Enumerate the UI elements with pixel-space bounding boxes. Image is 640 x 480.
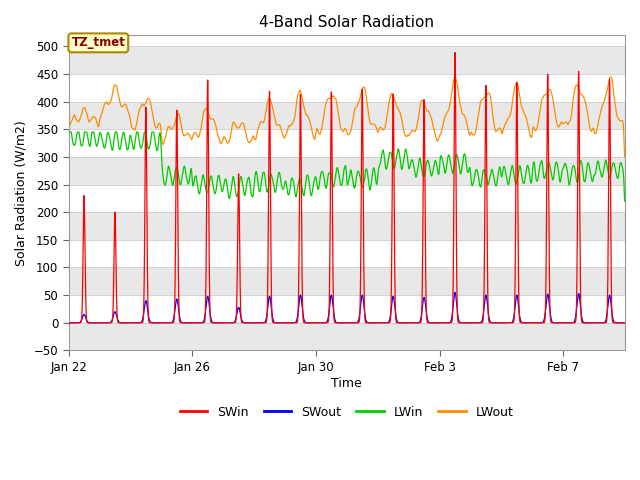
Bar <box>68 102 625 129</box>
X-axis label: Time: Time <box>332 377 362 390</box>
Bar <box>68 47 625 74</box>
Text: TZ_tmet: TZ_tmet <box>72 36 125 49</box>
Bar <box>68 267 625 295</box>
Title: 4-Band Solar Radiation: 4-Band Solar Radiation <box>259 15 435 30</box>
Y-axis label: Solar Radiation (W/m2): Solar Radiation (W/m2) <box>15 120 28 266</box>
Legend: SWin, SWout, LWin, LWout: SWin, SWout, LWin, LWout <box>175 401 518 424</box>
Bar <box>68 157 625 185</box>
Bar <box>68 323 625 350</box>
Bar <box>68 212 625 240</box>
